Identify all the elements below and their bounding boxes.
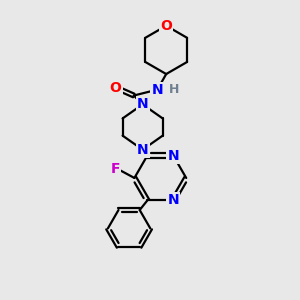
Text: F: F [111, 162, 120, 176]
Text: N: N [137, 143, 148, 157]
Text: N: N [152, 82, 163, 97]
Text: O: O [160, 19, 172, 33]
Text: H: H [169, 83, 179, 96]
Text: N: N [167, 194, 179, 207]
Text: N: N [137, 98, 148, 111]
Text: O: O [110, 81, 122, 95]
Text: N: N [167, 148, 179, 163]
